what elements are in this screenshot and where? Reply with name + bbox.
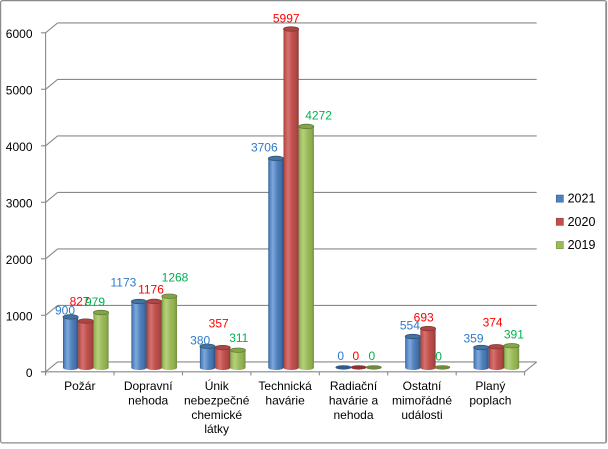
svg-text:1176: 1176 (138, 282, 164, 296)
svg-text:Dopravní: Dopravní (124, 379, 173, 393)
svg-text:2019: 2019 (568, 238, 596, 252)
svg-text:látky: látky (204, 422, 229, 436)
svg-text:havárie: havárie (265, 394, 305, 408)
svg-text:0: 0 (435, 349, 442, 363)
svg-text:chemické: chemické (191, 408, 242, 422)
svg-text:380: 380 (190, 333, 210, 347)
svg-text:nehoda: nehoda (128, 394, 168, 408)
svg-text:5000: 5000 (6, 84, 33, 98)
svg-text:0: 0 (26, 366, 33, 380)
svg-text:0: 0 (337, 349, 344, 363)
svg-text:Ostatní: Ostatní (403, 379, 442, 393)
svg-text:1000: 1000 (6, 310, 33, 324)
svg-text:nehoda: nehoda (333, 408, 373, 422)
svg-text:359: 359 (463, 331, 483, 345)
svg-text:6000: 6000 (6, 27, 33, 41)
svg-text:4000: 4000 (6, 140, 33, 154)
svg-text:554: 554 (400, 319, 420, 333)
svg-text:Technická: Technická (258, 379, 312, 393)
svg-text:374: 374 (483, 315, 503, 329)
svg-text:827: 827 (70, 294, 90, 308)
svg-text:poplach: poplach (469, 394, 511, 408)
svg-text:4272: 4272 (305, 109, 332, 123)
svg-text:Únik: Únik (205, 378, 230, 393)
svg-text:2020: 2020 (568, 215, 596, 229)
svg-text:3000: 3000 (6, 197, 33, 211)
svg-text:Planý: Planý (475, 379, 505, 393)
svg-text:391: 391 (504, 327, 524, 341)
svg-text:979: 979 (85, 295, 105, 309)
svg-text:0: 0 (369, 349, 376, 363)
svg-text:3706: 3706 (251, 140, 278, 154)
svg-text:Požár: Požár (64, 379, 95, 393)
svg-text:900: 900 (55, 303, 75, 317)
svg-text:357: 357 (209, 316, 229, 330)
svg-text:1268: 1268 (162, 270, 189, 284)
svg-text:události: události (401, 408, 442, 422)
svg-text:Radiační: Radiační (330, 379, 378, 393)
svg-text:2000: 2000 (6, 253, 33, 267)
svg-text:nebezpečné: nebezpečné (184, 394, 250, 408)
svg-text:1173: 1173 (110, 275, 136, 289)
svg-text:693: 693 (414, 310, 434, 324)
svg-text:mimořádné: mimořádné (392, 394, 452, 408)
svg-text:311: 311 (229, 331, 248, 345)
svg-text:0: 0 (353, 349, 360, 363)
svg-text:5997: 5997 (273, 11, 300, 25)
svg-text:havárie a: havárie a (329, 394, 379, 408)
svg-text:2021: 2021 (568, 192, 596, 206)
